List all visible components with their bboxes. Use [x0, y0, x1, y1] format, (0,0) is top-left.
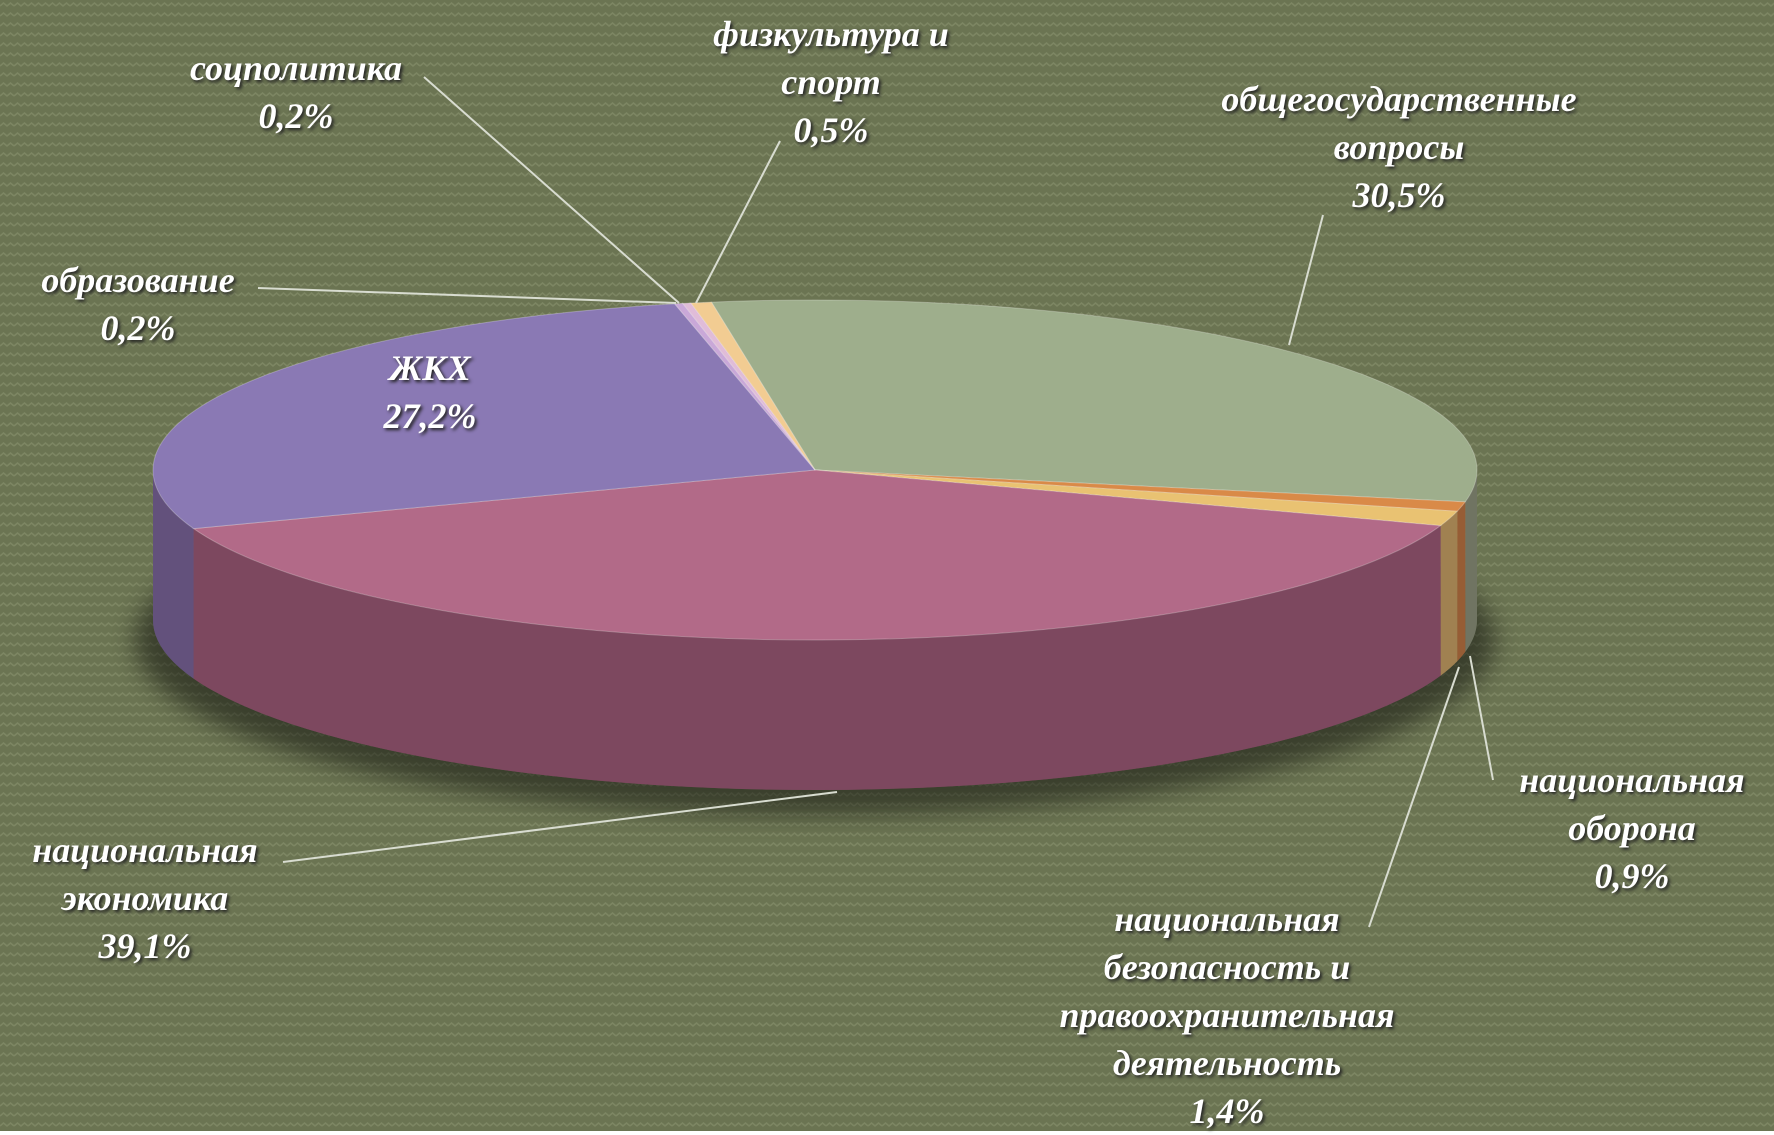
slice-side: [153, 470, 194, 679]
slice-label: национальная оборона 0,9%: [1482, 756, 1774, 900]
slice: [814, 469, 1467, 512]
slice-label: ЖКХ 27,2%: [330, 344, 530, 440]
slice: [710, 299, 1478, 503]
slice-side: [1457, 501, 1466, 662]
category-name: соцполитика: [189, 48, 403, 88]
slice-side: [1465, 470, 1477, 652]
slice-label: национальная безопасность и правоохранит…: [1047, 895, 1407, 1135]
value-label: 0,9%: [1594, 856, 1670, 896]
slice-label: соцполитика 0,2%: [166, 44, 426, 140]
slice: [681, 302, 816, 471]
slice-side: [193, 525, 1441, 790]
pie: [152, 299, 1478, 790]
slice: [152, 303, 816, 530]
category-name: физкультура и спорт: [713, 14, 949, 102]
category-name: образование: [41, 260, 235, 300]
category-name: национальная безопасность и правоохранит…: [1059, 899, 1395, 1083]
slice: [814, 469, 1459, 527]
slice: [192, 469, 1442, 641]
category-name: национальная экономика: [32, 830, 258, 918]
value-label: 39,1%: [98, 926, 192, 966]
category-name: национальная оборона: [1519, 760, 1745, 848]
slice: [689, 301, 816, 471]
slice-side-shade: [1457, 501, 1466, 662]
slice-side-shade: [193, 525, 1441, 790]
slice-side-shade: [1440, 511, 1458, 676]
value-label: 27,2%: [383, 396, 477, 436]
leader-line: [423, 76, 680, 304]
slice-label: национальная экономика 39,1%: [0, 826, 290, 970]
slice-label: общегосударственные вопросы 30,5%: [1214, 75, 1584, 219]
slice-side-shade: [153, 470, 194, 679]
slice-label: физкультура и спорт 0,5%: [681, 10, 981, 154]
value-label: 0,5%: [793, 110, 869, 150]
slice-label: образование 0,2%: [8, 256, 268, 352]
value-label: 0,2%: [100, 308, 176, 348]
value-label: 0,2%: [258, 96, 334, 136]
slice-side: [1440, 511, 1458, 676]
value-label: 1,4%: [1189, 1091, 1265, 1131]
leader-line: [1368, 666, 1460, 928]
leader-line: [695, 140, 781, 304]
leader-line: [1288, 214, 1324, 346]
value-label: 30,5%: [1352, 175, 1446, 215]
leader-line: [1469, 655, 1494, 781]
leader-line: [282, 791, 838, 863]
category-name: общегосударственные вопросы: [1221, 79, 1577, 167]
leader-line: [257, 287, 677, 304]
slice-side-shade: [1465, 470, 1477, 652]
category-name: ЖКХ: [389, 348, 471, 388]
